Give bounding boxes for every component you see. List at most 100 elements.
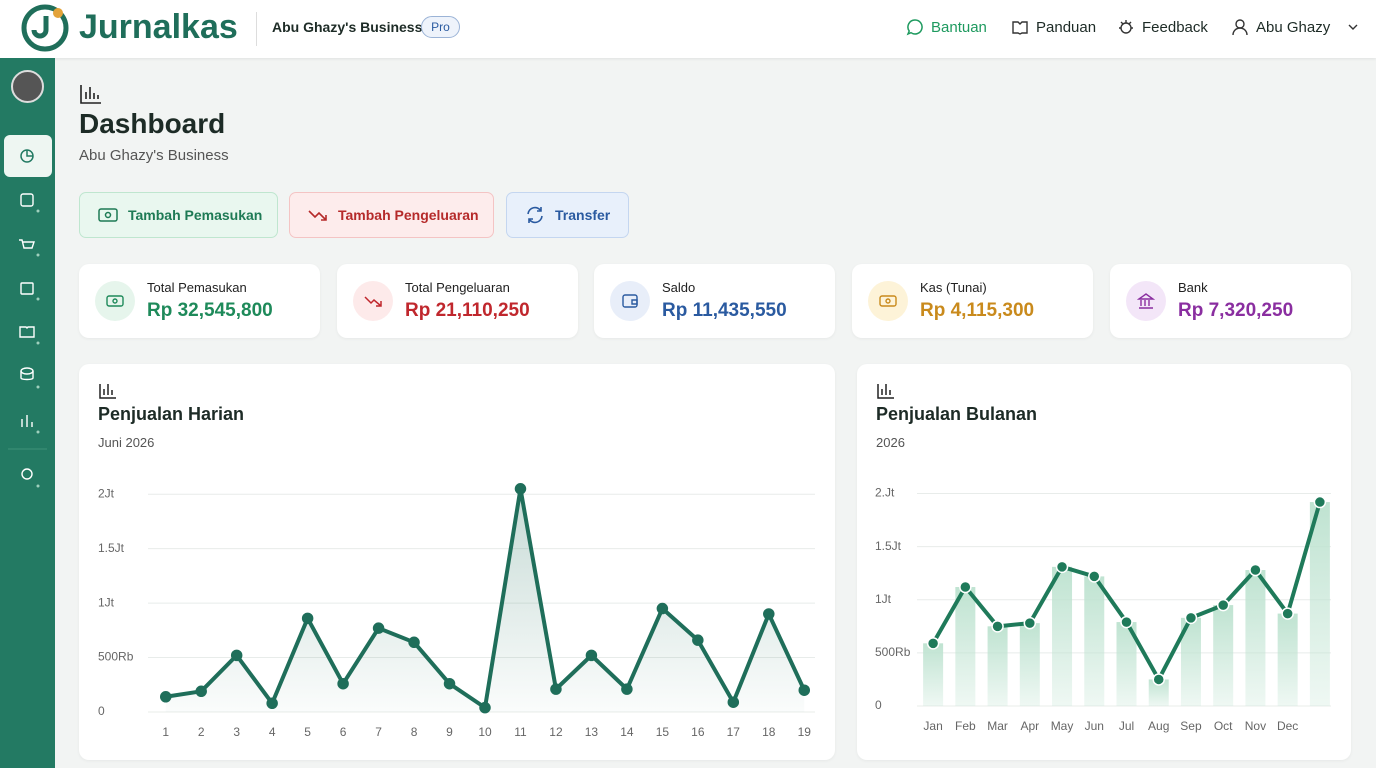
user-menu[interactable]: Abu Ghazy bbox=[1231, 18, 1361, 36]
x-tick-label: 8 bbox=[411, 725, 418, 739]
x-tick-label: 15 bbox=[656, 725, 670, 739]
nav-link[interactable]: Bantuan bbox=[906, 18, 987, 36]
point bbox=[692, 634, 704, 646]
page-title: Dashboard bbox=[79, 108, 226, 139]
business-name: Abu Ghazy's Business bbox=[272, 19, 423, 35]
chart-subtitle: 2026 bbox=[876, 435, 905, 450]
nav-link[interactable]: Panduan bbox=[1011, 18, 1096, 36]
x-tick-label: Jul bbox=[1119, 719, 1134, 733]
chart-subtitle: Juni 2026 bbox=[98, 435, 154, 450]
x-tick-label: 9 bbox=[446, 725, 453, 739]
stat-card: Bank Rp 7,320,250 bbox=[1110, 264, 1351, 338]
bar bbox=[987, 626, 1008, 706]
x-tick-label: Oct bbox=[1214, 719, 1233, 733]
point bbox=[372, 622, 385, 634]
y-tick-label: 0 bbox=[875, 698, 882, 712]
bar bbox=[1116, 622, 1137, 706]
y-tick-label: 1Jt bbox=[98, 595, 115, 609]
bar bbox=[1180, 617, 1201, 706]
top-bar: Jurnalkas Abu Ghazy's Business Pro Bantu… bbox=[0, 0, 1376, 58]
action-button[interactable]: Tambah Pemasukan bbox=[79, 192, 278, 238]
nav-text[interactable]: Panduan bbox=[1036, 18, 1097, 36]
point bbox=[621, 683, 633, 695]
y-tick-label: 500Rb bbox=[98, 650, 134, 664]
nav-link[interactable]: Feedback bbox=[1117, 18, 1208, 36]
button-text[interactable]: Tambah Pengeluaran bbox=[338, 207, 479, 223]
stat-card: Kas (Tunai) Rp 4,115,300 bbox=[852, 264, 1093, 338]
x-tick-label: Nov bbox=[1245, 719, 1266, 733]
x-tick-label: 3 bbox=[233, 725, 240, 739]
y-tick-label: 1Jt bbox=[875, 592, 892, 606]
bar bbox=[1019, 623, 1040, 706]
point bbox=[763, 608, 775, 620]
x-tick-label: 13 bbox=[585, 725, 599, 739]
bar bbox=[923, 643, 944, 706]
y-tick-label: 2.Jt bbox=[875, 486, 895, 500]
nav-text[interactable]: Feedback bbox=[1142, 18, 1208, 36]
bar bbox=[955, 587, 976, 706]
point bbox=[959, 580, 972, 594]
plan-badge: Pro bbox=[421, 16, 460, 38]
point bbox=[1184, 611, 1198, 625]
stat-label: Total Pemasukan bbox=[147, 280, 247, 295]
button-text[interactable]: Tambah Pemasukan bbox=[128, 207, 263, 223]
line-area bbox=[165, 488, 805, 712]
point bbox=[1023, 616, 1037, 630]
x-tick-label: Apr bbox=[1020, 719, 1039, 733]
x-tick-label: 12 bbox=[549, 725, 563, 739]
stat-value: Rp 21,110,250 bbox=[405, 300, 530, 321]
stat-card: Total Pengeluaran Rp 21,110,250 bbox=[337, 264, 578, 338]
point bbox=[195, 685, 207, 698]
point bbox=[991, 620, 1004, 633]
page-icon bbox=[80, 85, 101, 104]
x-tick-label: Dec bbox=[1277, 719, 1298, 733]
bar bbox=[1084, 576, 1105, 706]
y-tick-label: 2Jt bbox=[98, 486, 115, 500]
point bbox=[550, 683, 562, 695]
point bbox=[1055, 560, 1069, 574]
bar bbox=[1213, 605, 1234, 706]
page-subtitle: Abu Ghazy's Business bbox=[79, 147, 229, 164]
point bbox=[1088, 570, 1101, 583]
point bbox=[798, 684, 811, 696]
x-tick-label: 1 bbox=[162, 725, 169, 739]
stat-value: Rp 4,115,300 bbox=[920, 300, 1035, 321]
x-tick-label: 4 bbox=[269, 725, 276, 739]
x-tick-label: 17 bbox=[727, 725, 741, 739]
point bbox=[443, 677, 456, 690]
action-button[interactable]: Tambah Pengeluaran bbox=[289, 192, 494, 238]
x-tick-label: Jun bbox=[1085, 719, 1104, 733]
point bbox=[727, 696, 740, 708]
point bbox=[159, 691, 172, 703]
x-tick-label: 5 bbox=[304, 725, 311, 739]
point bbox=[408, 636, 420, 649]
avatar[interactable] bbox=[11, 70, 44, 103]
point bbox=[266, 697, 278, 710]
stat-label: Total Pengeluaran bbox=[405, 280, 510, 295]
stat-card: Total Pemasukan Rp 32,545,800 bbox=[79, 264, 320, 338]
bar bbox=[1309, 502, 1330, 706]
x-tick-label: 11 bbox=[514, 725, 527, 739]
point bbox=[1249, 563, 1262, 577]
stat-label: Bank bbox=[1178, 280, 1208, 295]
point bbox=[301, 612, 314, 625]
user-name[interactable]: Abu Ghazy bbox=[1256, 18, 1331, 36]
nav-text[interactable]: Bantuan bbox=[931, 18, 987, 36]
y-tick-label: 1.5Jt bbox=[98, 541, 125, 555]
x-tick-label: 18 bbox=[762, 725, 776, 739]
y-tick-label: 500Rb bbox=[875, 645, 911, 659]
sidebar bbox=[0, 58, 55, 768]
action-button[interactable]: Transfer bbox=[506, 192, 629, 238]
button-text[interactable]: Transfer bbox=[555, 207, 611, 223]
bar bbox=[1277, 613, 1298, 706]
chart-title: Penjualan Bulanan bbox=[876, 404, 1037, 424]
x-tick-label: Jan bbox=[923, 719, 942, 733]
stat-label: Kas (Tunai) bbox=[920, 280, 987, 295]
point bbox=[1216, 598, 1230, 612]
bar bbox=[1052, 566, 1073, 706]
x-tick-label: 6 bbox=[340, 725, 347, 739]
y-tick-label: 0 bbox=[98, 704, 105, 718]
x-tick-label: May bbox=[1051, 719, 1074, 733]
x-tick-label: Aug bbox=[1148, 719, 1169, 733]
